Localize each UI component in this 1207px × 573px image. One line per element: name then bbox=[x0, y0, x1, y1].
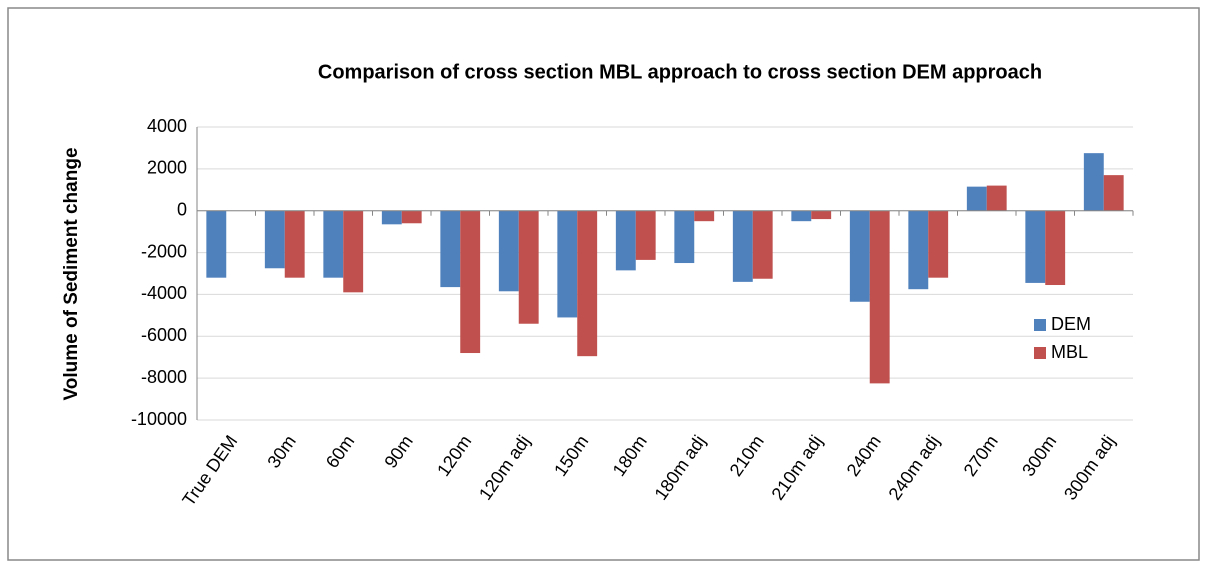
bar bbox=[635, 210, 656, 260]
bar bbox=[849, 210, 870, 302]
y-tick-label: -8000 bbox=[141, 367, 187, 387]
bar bbox=[1045, 210, 1066, 286]
bar bbox=[869, 210, 890, 384]
y-axis-label: Volume of Sediment change bbox=[61, 147, 82, 400]
bar bbox=[928, 210, 949, 278]
bar bbox=[694, 210, 715, 222]
bar bbox=[381, 210, 402, 225]
legend-swatch bbox=[1034, 347, 1046, 359]
bar bbox=[498, 210, 519, 292]
y-tick-label: -2000 bbox=[141, 241, 187, 261]
y-tick-label: -6000 bbox=[141, 325, 187, 345]
bar bbox=[986, 185, 1007, 211]
bar bbox=[1083, 153, 1104, 211]
bar bbox=[401, 210, 422, 224]
bar bbox=[966, 186, 987, 211]
bar bbox=[206, 210, 227, 278]
bar bbox=[732, 210, 753, 282]
bar bbox=[908, 210, 929, 290]
bar bbox=[343, 210, 364, 293]
bar bbox=[440, 210, 461, 288]
y-tick-label: -10000 bbox=[131, 409, 187, 429]
bar bbox=[518, 210, 539, 324]
legend-label: MBL bbox=[1051, 342, 1088, 362]
bar bbox=[323, 210, 344, 278]
bar bbox=[557, 210, 578, 318]
y-tick-label: -4000 bbox=[141, 283, 187, 303]
bar bbox=[811, 210, 832, 220]
bar bbox=[1103, 175, 1124, 211]
legend-swatch bbox=[1034, 319, 1046, 331]
y-tick-label: 2000 bbox=[147, 158, 187, 178]
bar bbox=[752, 210, 773, 279]
bar bbox=[791, 210, 812, 222]
bar bbox=[1025, 210, 1046, 283]
y-tick-label: 0 bbox=[177, 199, 187, 219]
bar bbox=[284, 210, 305, 278]
bar bbox=[577, 210, 598, 357]
bar bbox=[264, 210, 285, 269]
y-tick-label: 4000 bbox=[147, 116, 187, 136]
bar bbox=[460, 210, 481, 354]
legend-label: DEM bbox=[1051, 314, 1091, 334]
bar bbox=[674, 210, 695, 264]
chart-title: Comparison of cross section MBL approach… bbox=[318, 61, 1042, 83]
bar bbox=[615, 210, 636, 271]
chart-border bbox=[7, 7, 1200, 561]
